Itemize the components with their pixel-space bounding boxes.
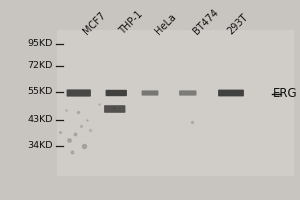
Text: THP-1: THP-1	[117, 9, 145, 36]
FancyBboxPatch shape	[218, 90, 244, 96]
Bar	[57, 30, 294, 176]
Text: MCF7: MCF7	[81, 10, 108, 36]
Text: ERG: ERG	[272, 87, 297, 100]
Text: 95KD: 95KD	[27, 40, 52, 48]
Text: 55KD: 55KD	[27, 88, 52, 97]
Text: 72KD: 72KD	[27, 62, 52, 71]
Text: 293T: 293T	[225, 12, 250, 36]
Text: BT474: BT474	[191, 7, 220, 36]
Text: 34KD: 34KD	[27, 142, 52, 150]
FancyBboxPatch shape	[67, 89, 91, 97]
FancyBboxPatch shape	[104, 105, 125, 113]
Text: HeLa: HeLa	[153, 11, 178, 36]
FancyBboxPatch shape	[106, 90, 127, 96]
FancyBboxPatch shape	[142, 90, 158, 96]
Text: 43KD: 43KD	[27, 116, 52, 124]
FancyBboxPatch shape	[179, 90, 196, 96]
